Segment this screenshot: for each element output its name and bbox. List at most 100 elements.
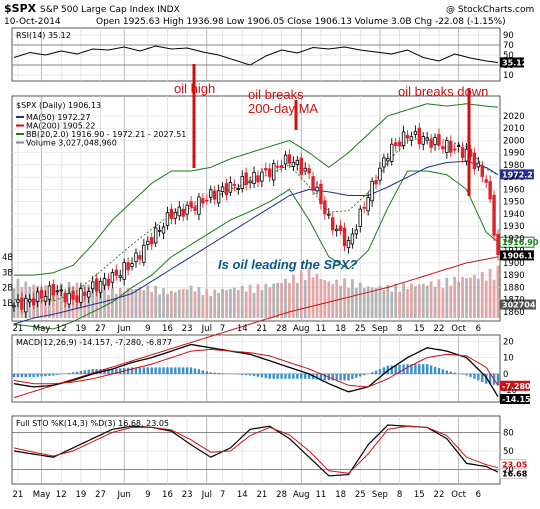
macd-histogram-bar xyxy=(422,364,425,374)
sto-panel xyxy=(11,415,501,485)
volume-bar xyxy=(130,289,134,318)
volume-bar xyxy=(181,288,185,318)
annotation-oil-breaks: oil breaks xyxy=(248,87,304,102)
candle-body xyxy=(303,167,307,172)
candle-body xyxy=(492,194,496,236)
volume-bar xyxy=(288,282,291,318)
candle-body xyxy=(20,297,24,310)
macd-histogram-bar xyxy=(126,367,130,374)
macd-histogram-bar xyxy=(303,373,307,379)
volume-bar xyxy=(492,279,496,318)
macd-histogram-bar xyxy=(398,364,401,374)
x-tick-label-bottom: 16 xyxy=(162,490,173,500)
price-last-label: 1916.90 xyxy=(502,238,539,247)
volume-bar xyxy=(150,291,154,318)
volume-tick-label: 1B xyxy=(2,299,13,309)
rsi-tick-label: 30 xyxy=(503,61,514,71)
macd-histogram-bar xyxy=(119,368,122,374)
volume-bar xyxy=(189,285,193,318)
volume-bar xyxy=(146,285,150,318)
price-last-badge xyxy=(500,250,534,261)
macd-last-badge xyxy=(500,380,530,391)
macd-histogram-bar xyxy=(162,367,165,374)
macd-histogram-bar xyxy=(469,373,472,378)
candle-body xyxy=(63,292,67,303)
rsi-last-label: 35.12 xyxy=(502,58,527,67)
volume-bar xyxy=(323,280,327,318)
volume-bar xyxy=(221,289,224,318)
price-tick-label: 2020 xyxy=(503,112,525,122)
volume-bar xyxy=(472,274,476,318)
x-tick-label: 28 xyxy=(276,324,287,334)
candle-body xyxy=(382,157,386,168)
candle-body xyxy=(98,281,103,293)
candle-body xyxy=(315,186,319,192)
volume-bar xyxy=(366,286,370,318)
macd-histogram-bar xyxy=(437,368,441,374)
macd-histogram-bar xyxy=(414,364,417,374)
price-tick-label: 1880 xyxy=(503,283,525,293)
macd-histogram-bar xyxy=(115,368,118,374)
watermark: @ StockCharts.com xyxy=(446,5,534,15)
volume-bar xyxy=(134,289,138,318)
candle-body xyxy=(185,204,189,215)
macd-histogram-bar xyxy=(484,373,488,384)
candle-body xyxy=(94,278,99,292)
candle-body xyxy=(311,176,315,190)
candle-body xyxy=(437,134,441,146)
rsi-last-badge xyxy=(500,57,524,68)
macd-histogram-bar xyxy=(174,367,177,374)
candle-body xyxy=(374,180,378,185)
candle-body xyxy=(240,176,244,189)
macd-histogram-bar xyxy=(465,373,468,376)
x-tick-label-bottom: 28 xyxy=(276,490,287,500)
x-tick-label: 7 xyxy=(220,324,225,334)
x-tick-label: 14 xyxy=(237,324,248,334)
candle-body xyxy=(90,281,95,290)
annotation-oil-high: oil high xyxy=(174,81,215,96)
x-tick-label-bottom: 23 xyxy=(182,490,193,500)
macd-histogram-bar xyxy=(351,373,354,380)
candle-body xyxy=(445,140,449,153)
volume-bar xyxy=(315,273,319,318)
x-tick-label-bottom: 27 xyxy=(95,490,106,500)
macd-histogram-bar xyxy=(182,367,185,374)
candle-body xyxy=(350,233,355,245)
sto-last-label: 16.68 xyxy=(502,470,528,479)
volume-bar xyxy=(410,283,413,318)
macd-histogram-bar xyxy=(382,367,386,374)
x-tick-label-bottom: 19 xyxy=(75,490,86,500)
volume-bar xyxy=(193,291,197,318)
macd-histogram-bar xyxy=(24,373,28,378)
volume-bar xyxy=(354,287,358,318)
x-tick-label: May xyxy=(33,324,51,334)
volume-bar xyxy=(107,294,110,318)
macd-histogram-bar xyxy=(378,369,382,374)
x-tick-label: Aug xyxy=(293,324,310,334)
candle-body xyxy=(279,165,284,168)
x-tick-label: 21 xyxy=(256,324,267,334)
candle-body xyxy=(31,298,36,306)
volume-bar xyxy=(201,295,205,318)
candle-body xyxy=(138,255,142,260)
x-tick-label-bottom: 18 xyxy=(335,490,346,500)
volume-bar xyxy=(429,281,433,318)
candle-body xyxy=(177,206,181,217)
macd-histogram-bar xyxy=(67,372,71,374)
macd-histogram-bar xyxy=(355,373,358,378)
x-tick-label: 18 xyxy=(335,324,346,334)
candle-body xyxy=(134,252,138,263)
rsi-title: RSI(14) 35.12 xyxy=(16,31,71,40)
volume-bar xyxy=(402,283,405,318)
volume-bar xyxy=(244,291,248,318)
macd-histogram-bar xyxy=(71,372,75,374)
macd-last-badge xyxy=(500,393,530,404)
macd-histogram-bar xyxy=(40,373,43,377)
candle-body xyxy=(370,180,374,202)
candle-body xyxy=(272,163,276,181)
macd-histogram-bar xyxy=(28,373,31,378)
macd-histogram-bar xyxy=(158,367,161,374)
macd-tick-label: 10 xyxy=(503,354,514,364)
candle-body xyxy=(409,136,414,141)
x-tick-label: 8 xyxy=(397,324,402,334)
